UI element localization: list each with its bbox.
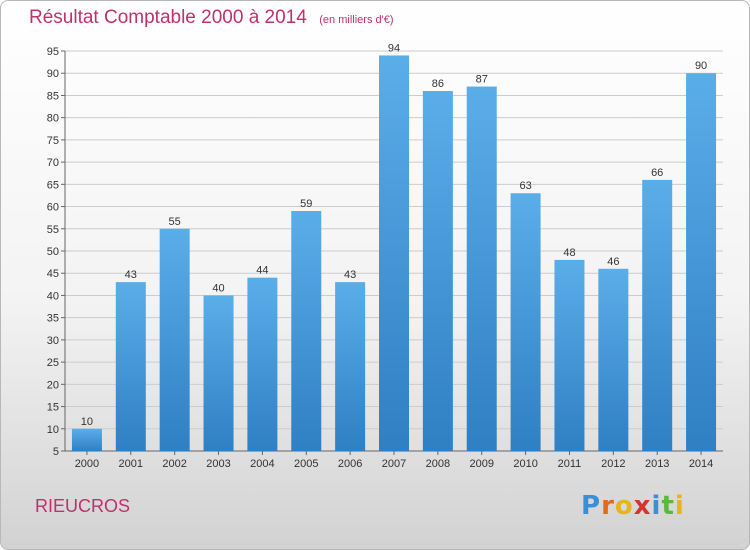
bar-value-label: 59 [300, 198, 312, 210]
x-tick-label: 2005 [294, 458, 318, 470]
y-tick-label: 85 [47, 90, 59, 102]
bar [71, 428, 102, 451]
y-tick-label: 65 [47, 179, 59, 191]
bar [115, 282, 146, 451]
bar-value-label: 55 [169, 216, 181, 228]
bar-value-label: 86 [432, 78, 444, 90]
bar [422, 91, 453, 451]
chart-title: Résultat Comptable 2000 à 2014 [29, 7, 307, 28]
x-tick-label: 2012 [601, 458, 625, 470]
bar-value-label: 66 [651, 167, 663, 179]
y-tick-label: 30 [47, 335, 59, 347]
x-tick-label: 2008 [426, 458, 450, 470]
bar-value-label: 87 [476, 74, 488, 86]
bar [203, 295, 234, 451]
bar-value-label: 46 [607, 256, 619, 268]
y-tick-label: 60 [47, 202, 59, 214]
bar [379, 55, 409, 451]
y-tick-label: 70 [47, 157, 59, 169]
y-tick-label: 80 [47, 113, 59, 125]
x-tick-label: 2002 [162, 458, 186, 470]
x-tick-label: 2004 [250, 458, 274, 470]
bar [598, 268, 629, 451]
x-tick-label: 2011 [558, 458, 582, 470]
x-tick-label: 2006 [338, 458, 362, 470]
x-tick-label: 2009 [469, 458, 493, 470]
logo-letter: t [661, 491, 675, 521]
x-tick-label: 2003 [206, 458, 230, 470]
bar [335, 282, 366, 451]
bar [554, 259, 585, 451]
x-tick-label: 2010 [513, 458, 537, 470]
y-tick-label: 90 [47, 68, 59, 80]
y-tick-label: 15 [47, 402, 59, 414]
y-tick-label: 20 [47, 379, 59, 391]
chart-unit: (en milliers d'€) [319, 14, 394, 26]
logo-letter: i [651, 491, 662, 521]
x-tick-label: 2013 [645, 458, 669, 470]
bar [291, 211, 322, 451]
bar [159, 228, 190, 451]
y-tick-label: 55 [47, 224, 59, 236]
x-tick-label: 2014 [689, 458, 713, 470]
y-tick-label: 35 [47, 313, 59, 325]
bar-value-label: 44 [256, 265, 268, 277]
bar-value-label: 10 [81, 416, 93, 428]
logo-letter: x [633, 491, 652, 521]
bar [247, 277, 278, 451]
bar-value-label: 43 [125, 269, 137, 281]
bar [510, 193, 541, 451]
y-tick-label: 95 [47, 46, 59, 58]
y-tick-label: 5 [53, 446, 59, 458]
y-tick-label: 75 [47, 135, 59, 147]
y-tick-label: 40 [47, 290, 59, 302]
logo-letter: o [614, 491, 634, 521]
bar-value-label: 40 [212, 282, 224, 294]
y-tick-label: 25 [47, 357, 59, 369]
bar-value-label: 63 [519, 180, 531, 192]
bar [642, 179, 673, 451]
bar-value-label: 48 [563, 247, 575, 259]
bar-value-label: 43 [344, 269, 356, 281]
bar [686, 73, 717, 451]
chart-title-block: Résultat Comptable 2000 à 2014 (en milli… [29, 7, 394, 29]
x-tick-label: 2007 [382, 458, 406, 470]
commune-name: RIEUCROS [35, 496, 131, 516]
x-tick-label: 2000 [75, 458, 99, 470]
logo-letter: P [581, 491, 602, 521]
y-tick-label: 50 [47, 246, 59, 258]
proxiti-logo: Proxiti [581, 491, 685, 521]
logo-letter: i [674, 491, 685, 521]
x-tick-label: 2001 [119, 458, 143, 470]
bar-value-label: 94 [388, 42, 400, 54]
logo-letter: r [601, 491, 615, 521]
y-tick-label: 45 [47, 268, 59, 280]
bar [466, 86, 497, 452]
bar-value-label: 90 [695, 60, 707, 72]
y-tick-label: 10 [47, 424, 59, 436]
